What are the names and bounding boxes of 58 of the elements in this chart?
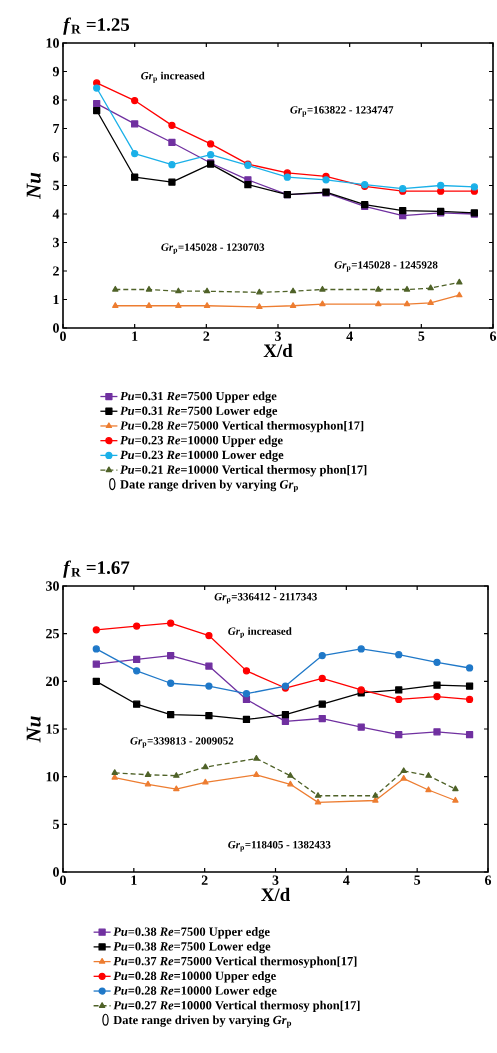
- y-tick-label: 15: [46, 724, 59, 734]
- x-tick-label: 5: [418, 331, 425, 341]
- legend-label: Pu=0.23 Re=10000 Upper edge: [120, 435, 283, 447]
- legend-label: Pu=0.28 Re=10000 Upper edge: [113, 971, 276, 983]
- x-tick-label: 5: [414, 875, 421, 885]
- annotation: Gr$_{p}$=118405 - 1382433: [228, 840, 331, 852]
- chart-title: f$_{R}$ =1.67: [63, 560, 130, 578]
- y-tick-label: 0: [53, 323, 59, 333]
- y-tick-label: 30: [46, 581, 59, 591]
- legend-label: Pu=0.38 Re=7500 Upper edge: [113, 927, 270, 939]
- x-axis-title: X/d: [261, 887, 291, 902]
- legend-label: Pu=0.21 Re=10000 Vertical thermosy phon[17]: [120, 465, 367, 477]
- annotation: Gr$_{p}$=339813 - 2009052: [130, 737, 234, 748]
- x-tick-label: 1: [132, 331, 138, 341]
- y-tick-label: 1: [53, 294, 59, 305]
- x-tick-label: 2: [201, 875, 208, 885]
- y-tick-label: 10: [46, 38, 59, 48]
- y-tick-label: 20: [46, 676, 59, 687]
- annotation: Gr$_{p}$ increased: [141, 71, 205, 83]
- x-tick-label: 6: [490, 331, 497, 341]
- y-tick-label: 5: [53, 180, 59, 191]
- legend-label: Pu=0.31 Re=7500 Lower edge: [120, 406, 278, 418]
- y-axis-title: Nu: [26, 172, 41, 200]
- y-tick-label: 2: [53, 266, 59, 276]
- legend-label: Pu=0.23 Re=10000 Lower edge: [120, 450, 284, 462]
- legend-label: Pu=0.28 Re=10000 Lower edge: [113, 985, 277, 998]
- y-tick-label: 9: [52, 66, 59, 77]
- x-tick-label: 2: [203, 331, 210, 341]
- x-tick-label: 3: [275, 331, 282, 341]
- x-tick-label: 4: [346, 331, 353, 341]
- annotation: Gr$_{p}$ increased: [228, 627, 292, 639]
- annotation: Gr$_{p}$=163822 - 1234747: [290, 106, 394, 117]
- legend-label: Pu=0.37 Re=75000 Vertical thermosyphon[17]: [113, 956, 357, 968]
- y-tick-label: 8: [52, 95, 60, 105]
- legend-label: Pu=0.28 Re=75000 Vertical thermosyphon[17]: [120, 420, 364, 433]
- x-tick-label: 6: [485, 875, 492, 885]
- y-tick-label: 25: [46, 628, 59, 639]
- annotation: Gr$_{p}$=145028 - 1245928: [334, 261, 438, 272]
- chart-title: f$_{R}$ =1.25: [63, 17, 130, 35]
- y-tick-label: 3: [53, 237, 60, 248]
- annotation: Gr$_{p}$=336412 - 2117343: [214, 593, 317, 604]
- y-tick-label: 4: [52, 209, 60, 219]
- x-tick-label: 4: [343, 875, 350, 885]
- x-tick-label: 3: [272, 875, 279, 885]
- y-tick-label: 0: [53, 867, 59, 877]
- legend-label: Pu=0.27 Re=10000 Vertical thermosy phon[17]: [113, 1000, 360, 1013]
- y-tick-label: 5: [53, 819, 59, 829]
- x-tick-label: 1: [131, 875, 137, 885]
- y-tick-label: 10: [46, 771, 59, 782]
- y-axis-title: Nu: [26, 716, 41, 743]
- legend-label: Pu=0.38 Re=7500 Lower edge: [113, 941, 271, 954]
- text: Date range driven by varying Gr$_{p}$: [120, 479, 298, 493]
- x-axis-title: X/d: [263, 343, 293, 358]
- y-tick-label: 7: [53, 123, 60, 134]
- y-tick-label: 6: [52, 152, 60, 162]
- text: Date range driven by varying Gr$_{p}$: [113, 1015, 292, 1028]
- legend-label: Pu=0.31 Re=7500 Upper edge: [120, 391, 277, 403]
- annotation: Gr$_{p}$=145028 - 1230703: [161, 243, 265, 255]
